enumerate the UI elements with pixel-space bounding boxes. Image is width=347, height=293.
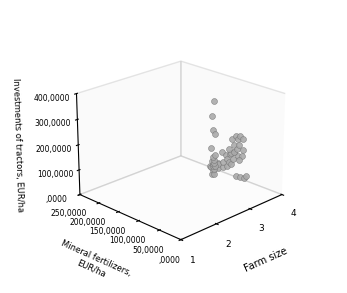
X-axis label: Farm size: Farm size (243, 246, 289, 274)
Y-axis label: Mineral fertilizers,
EUR/ha: Mineral fertilizers, EUR/ha (55, 239, 132, 288)
